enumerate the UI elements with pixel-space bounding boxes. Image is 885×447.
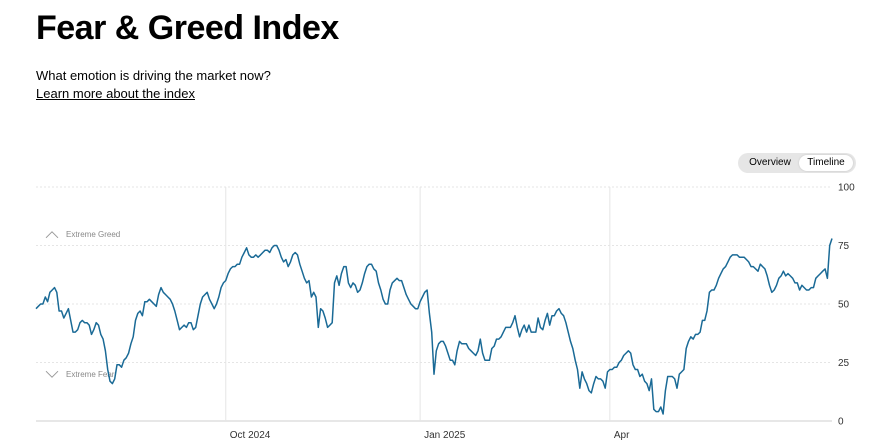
x-tick-label: Apr xyxy=(614,430,630,441)
chevron-up-icon xyxy=(45,231,59,239)
zone-layer: Extreme Greed Extreme Fear xyxy=(45,230,120,379)
extreme-fear-label: Extreme Fear xyxy=(66,370,115,379)
overview-tab[interactable]: Overview xyxy=(749,157,791,168)
page-title: Fear & Greed Index xyxy=(36,9,339,47)
y-tick-label: 75 xyxy=(838,241,850,252)
timeline-tab[interactable]: Timeline xyxy=(799,155,853,171)
line-layer xyxy=(35,238,833,415)
y-tick-label: 100 xyxy=(838,183,855,194)
index-line xyxy=(35,238,833,415)
x-tick-label: Jan 2025 xyxy=(424,430,466,441)
x-tick-label: Oct 2024 xyxy=(230,430,271,441)
y-tick-label: 25 xyxy=(838,358,850,369)
tick-layer: 0 25 50 75 100 Oct 2024 Jan 2025 Apr xyxy=(230,183,855,442)
page-subtitle: What emotion is driving the market now? xyxy=(36,68,271,83)
learn-more-link[interactable]: Learn more about the index xyxy=(36,86,195,101)
y-tick-label: 0 xyxy=(838,417,844,428)
y-tick-label: 50 xyxy=(838,300,850,311)
view-toggle: Overview Timeline xyxy=(738,153,856,173)
extreme-greed-label: Extreme Greed xyxy=(66,230,120,239)
chevron-down-icon xyxy=(45,370,59,378)
grid-layer xyxy=(36,186,832,422)
